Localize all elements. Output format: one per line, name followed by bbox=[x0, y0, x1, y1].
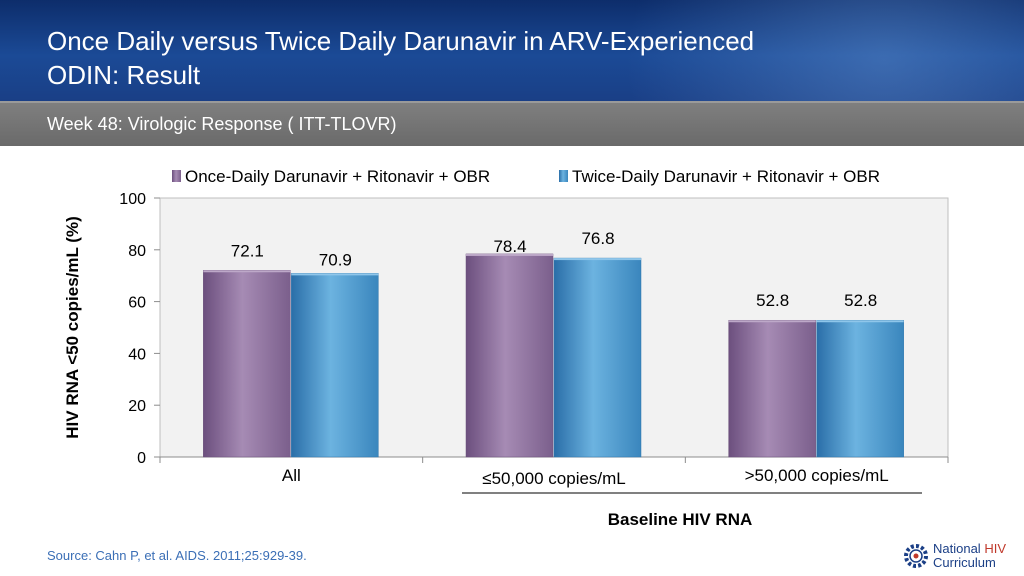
y-tick-label: 40 bbox=[128, 346, 146, 363]
slide-title: Once Daily versus Twice Daily Darunavir … bbox=[47, 24, 947, 92]
bar-2-2 bbox=[553, 257, 642, 458]
y-tick-label: 0 bbox=[137, 450, 146, 467]
data-label: 72.1 bbox=[231, 241, 264, 260]
x-category-label: >50,000 copies/mL bbox=[745, 466, 889, 485]
data-label: 76.8 bbox=[581, 229, 614, 248]
y-tick-label: 20 bbox=[128, 398, 146, 415]
bar-1-3 bbox=[728, 319, 816, 458]
bar-1-2 bbox=[465, 253, 554, 458]
bar-top-highlight bbox=[203, 270, 291, 273]
bar-1-1 bbox=[203, 270, 291, 458]
bar-2-1 bbox=[291, 273, 379, 458]
source-citation: Source: Cahn P, et al. AIDS. 2011;25:929… bbox=[47, 548, 307, 563]
legend-label-2: Twice-Daily Darunavir + Ritonavir + OBR bbox=[572, 167, 880, 186]
bar-top-highlight bbox=[466, 253, 553, 256]
subheader-bar: Week 48: Virologic Response ( ITT-TLOVR) bbox=[0, 101, 1024, 146]
bar-top-highlight bbox=[291, 273, 379, 276]
slide-title-line1: Once Daily versus Twice Daily Darunavir … bbox=[47, 26, 755, 56]
bar-chart: 0 20 40 60 80 100 HIV RNA <50 copies/mL (%) 72.… bbox=[63, 167, 949, 529]
legend-swatch-2 bbox=[559, 170, 568, 182]
bar-top-highlight bbox=[816, 320, 904, 323]
header-banner: Once Daily versus Twice Daily Darunavir … bbox=[0, 0, 1024, 101]
x-category-label: All bbox=[282, 466, 301, 485]
y-tick-label: 60 bbox=[128, 295, 146, 312]
slide-title-line2: ODIN: Result bbox=[47, 60, 201, 90]
logo-curriculum: Curriculum bbox=[933, 555, 996, 570]
logo-text: National HIV Curriculum bbox=[933, 542, 1006, 570]
x-category-label: ≤50,000 copies/mL bbox=[482, 469, 626, 488]
bar-top-highlight bbox=[728, 320, 816, 323]
data-label: 70.9 bbox=[319, 250, 352, 269]
logo-hiv: HIV bbox=[984, 541, 1006, 556]
data-label: 78.4 bbox=[493, 237, 526, 256]
bar-top-highlight bbox=[554, 258, 641, 261]
subheader-text: Week 48: Virologic Response ( ITT-TLOVR) bbox=[47, 114, 397, 134]
legend-label-1: Once-Daily Darunavir + Ritonavir + OBR bbox=[185, 167, 490, 186]
x-axis-label: Baseline HIV RNA bbox=[608, 510, 753, 529]
gear-logo-icon bbox=[904, 544, 928, 568]
data-label: 52.8 bbox=[756, 291, 789, 310]
data-label: 52.8 bbox=[844, 291, 877, 310]
logo: National HIV Curriculum bbox=[902, 540, 1022, 574]
logo-national: National bbox=[933, 541, 985, 556]
bar-2-3 bbox=[816, 319, 904, 458]
legend-swatch-1 bbox=[172, 170, 181, 182]
y-tick-label: 100 bbox=[119, 191, 146, 208]
y-tick-label: 80 bbox=[128, 243, 146, 260]
y-axis-label: HIV RNA <50 copies/mL (%) bbox=[63, 216, 82, 438]
